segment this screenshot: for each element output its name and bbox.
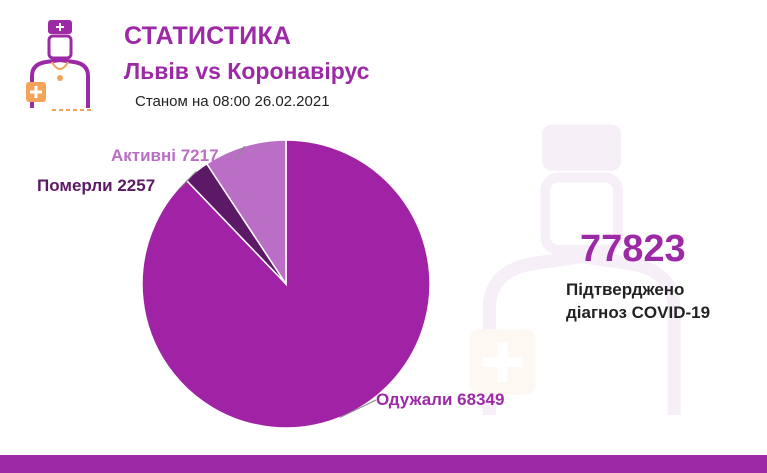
leader-line-recovered <box>339 399 377 419</box>
slice-label-active: Активні 7217 <box>111 146 219 165</box>
total-confirmed-label-line2: діагноз COVID-19 <box>566 303 711 322</box>
bottom-bar <box>0 455 767 473</box>
doctor-watermark-icon <box>469 124 681 415</box>
total-confirmed-label: Підтверджено діагноз COVID-19 <box>566 278 766 324</box>
slice-label-deaths: Померли 2257 <box>37 176 156 195</box>
slice-label-recovered: Одужали 68349 <box>376 390 505 409</box>
doctor-logo-icon <box>26 20 92 111</box>
page-title: СТАТИСТИКА <box>124 22 292 50</box>
total-confirmed-label-line1: Підтверджено <box>566 280 685 299</box>
total-confirmed-number: 77823 <box>580 228 686 270</box>
page-subtitle: Львів vs Коронавірус <box>124 58 370 84</box>
report-date: Станом на 08:00 26.02.2021 <box>135 93 330 110</box>
leader-line-deaths <box>179 171 197 189</box>
leader-line-active <box>235 145 246 161</box>
